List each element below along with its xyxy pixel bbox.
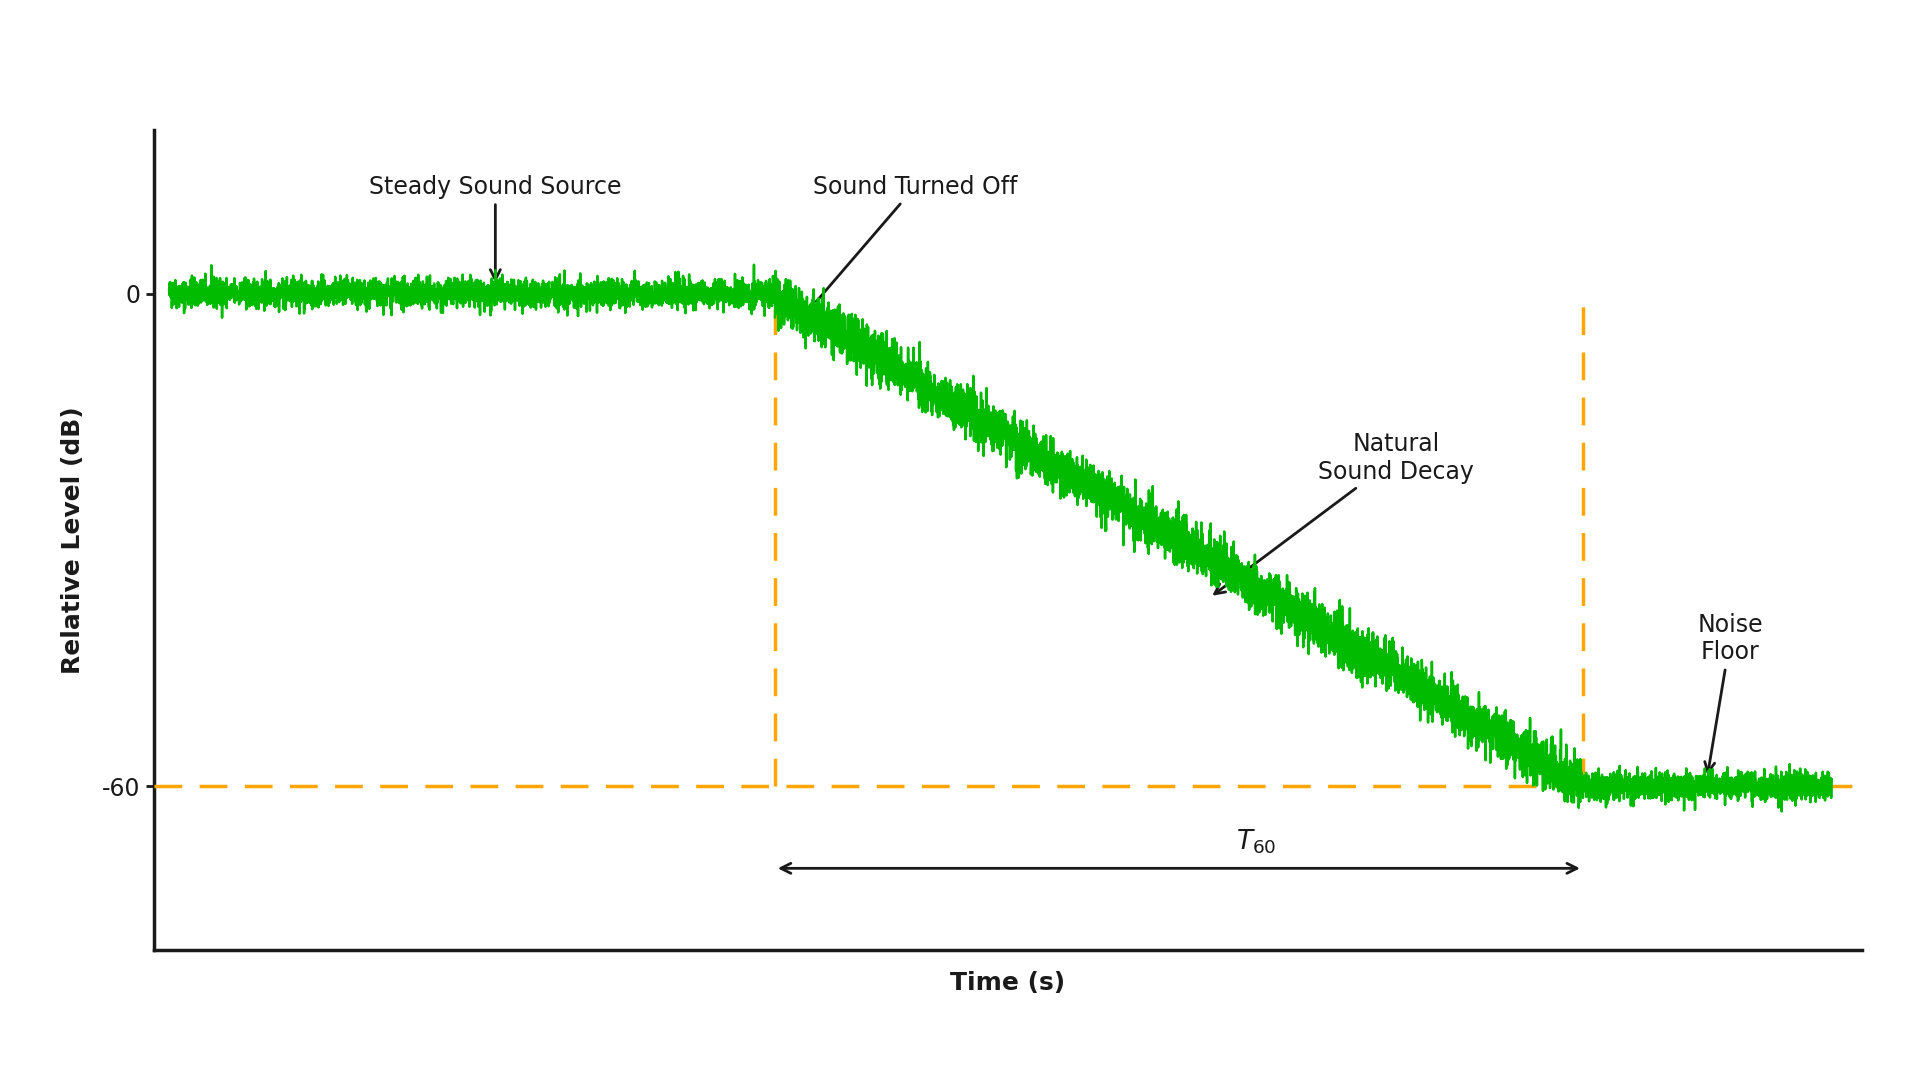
Text: Sound Turned Off: Sound Turned Off — [803, 175, 1018, 318]
Text: Natural
Sound Decay: Natural Sound Decay — [1215, 432, 1475, 594]
Y-axis label: Relative Level (dB): Relative Level (dB) — [61, 406, 84, 674]
X-axis label: Time (s): Time (s) — [950, 971, 1066, 996]
Text: Steady Sound Source: Steady Sound Source — [369, 175, 622, 280]
Text: Noise
Floor: Noise Floor — [1697, 612, 1763, 772]
Text: $\mathit{T}_{60}$: $\mathit{T}_{60}$ — [1236, 827, 1277, 856]
